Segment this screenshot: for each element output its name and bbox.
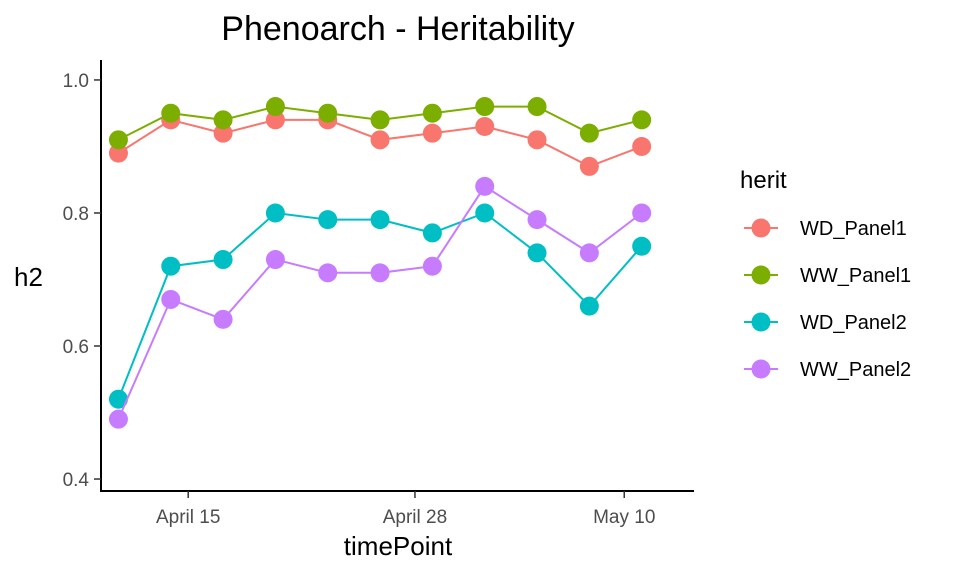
data-point-ww-panel2 xyxy=(108,409,128,429)
data-point-ww-panel1 xyxy=(475,97,495,117)
legend-key-point-wd-panel1 xyxy=(751,218,771,238)
data-point-ww-panel2 xyxy=(527,210,547,230)
data-point-wd-panel2 xyxy=(527,243,547,263)
legend-title: herit xyxy=(740,167,787,194)
data-point-wd-panel1 xyxy=(475,117,495,137)
data-point-wd-panel2 xyxy=(579,296,599,316)
data-point-ww-panel2 xyxy=(632,203,652,223)
legend-key-point-ww-panel1 xyxy=(751,265,771,285)
legend: herit WD_Panel1 WW_Panel1 WD_Panel2 WW_Pane… xyxy=(740,167,911,381)
x-axis-title: timePoint xyxy=(344,531,453,561)
data-point-ww-panel1 xyxy=(213,110,233,130)
data-point-wd-panel1 xyxy=(108,143,128,163)
data-point-wd-panel2 xyxy=(108,389,128,409)
data-point-ww-panel2 xyxy=(265,250,285,270)
data-point-ww-panel2 xyxy=(213,309,233,329)
y-tick-label: 0.4 xyxy=(63,470,90,491)
x-tick-label: April 28 xyxy=(383,507,447,528)
data-point-ww-panel2 xyxy=(318,263,338,283)
y-axis-title: h2 xyxy=(14,262,43,292)
data-point-ww-panel1 xyxy=(161,103,181,123)
data-point-wd-panel2 xyxy=(318,210,338,230)
legend-label-wd-panel1: WD_Panel1 xyxy=(800,218,907,240)
data-point-wd-panel1 xyxy=(579,156,599,176)
x-tick-label: May 10 xyxy=(593,507,655,528)
data-point-wd-panel2 xyxy=(265,203,285,223)
data-point-wd-panel2 xyxy=(370,210,390,230)
x-tick-label: April 15 xyxy=(156,507,220,528)
data-point-wd-panel2 xyxy=(213,250,233,270)
data-point-wd-panel1 xyxy=(632,136,652,156)
legend-label-wd-panel2: WD_Panel2 xyxy=(800,312,907,334)
data-point-ww-panel2 xyxy=(370,263,390,283)
data-point-wd-panel1 xyxy=(370,130,390,150)
y-tick-label: 0.8 xyxy=(63,204,89,225)
data-point-wd-panel1 xyxy=(265,110,285,130)
data-point-ww-panel1 xyxy=(579,123,599,143)
data-point-ww-panel1 xyxy=(632,110,652,130)
data-point-wd-panel2 xyxy=(475,203,495,223)
y-tick-label: 1.0 xyxy=(63,71,89,92)
y-tick-label: 0.6 xyxy=(63,337,89,358)
data-point-ww-panel2 xyxy=(475,176,495,196)
data-point-wd-panel1 xyxy=(213,123,233,143)
legend-key-point-wd-panel2 xyxy=(751,312,771,332)
data-point-ww-panel2 xyxy=(161,289,181,309)
legend-label-ww-panel1: WW_Panel1 xyxy=(800,265,911,287)
data-point-ww-panel1 xyxy=(318,103,338,123)
data-point-ww-panel2 xyxy=(579,243,599,263)
chart-title: Phenoarch - Heritability xyxy=(221,10,574,48)
data-point-ww-panel1 xyxy=(527,97,547,117)
legend-label-ww-panel2: WW_Panel2 xyxy=(800,359,911,381)
legend-key-point-ww-panel2 xyxy=(751,359,771,379)
plot-area xyxy=(108,97,652,429)
y-axis: 0.4 0.6 0.8 1.0 xyxy=(63,60,102,492)
data-point-ww-panel2 xyxy=(422,256,442,276)
data-point-wd-panel2 xyxy=(422,223,442,243)
data-point-ww-panel1 xyxy=(370,110,390,130)
data-point-wd-panel2 xyxy=(161,256,181,276)
data-point-ww-panel1 xyxy=(422,103,442,123)
data-point-wd-panel1 xyxy=(527,130,547,150)
data-point-wd-panel1 xyxy=(422,123,442,143)
series-line-wd-panel2 xyxy=(117,211,643,400)
x-axis: April 15 April 28 May 10 xyxy=(100,490,694,528)
data-point-ww-panel1 xyxy=(108,130,128,150)
data-point-wd-panel2 xyxy=(632,236,652,256)
data-point-ww-panel1 xyxy=(265,97,285,117)
